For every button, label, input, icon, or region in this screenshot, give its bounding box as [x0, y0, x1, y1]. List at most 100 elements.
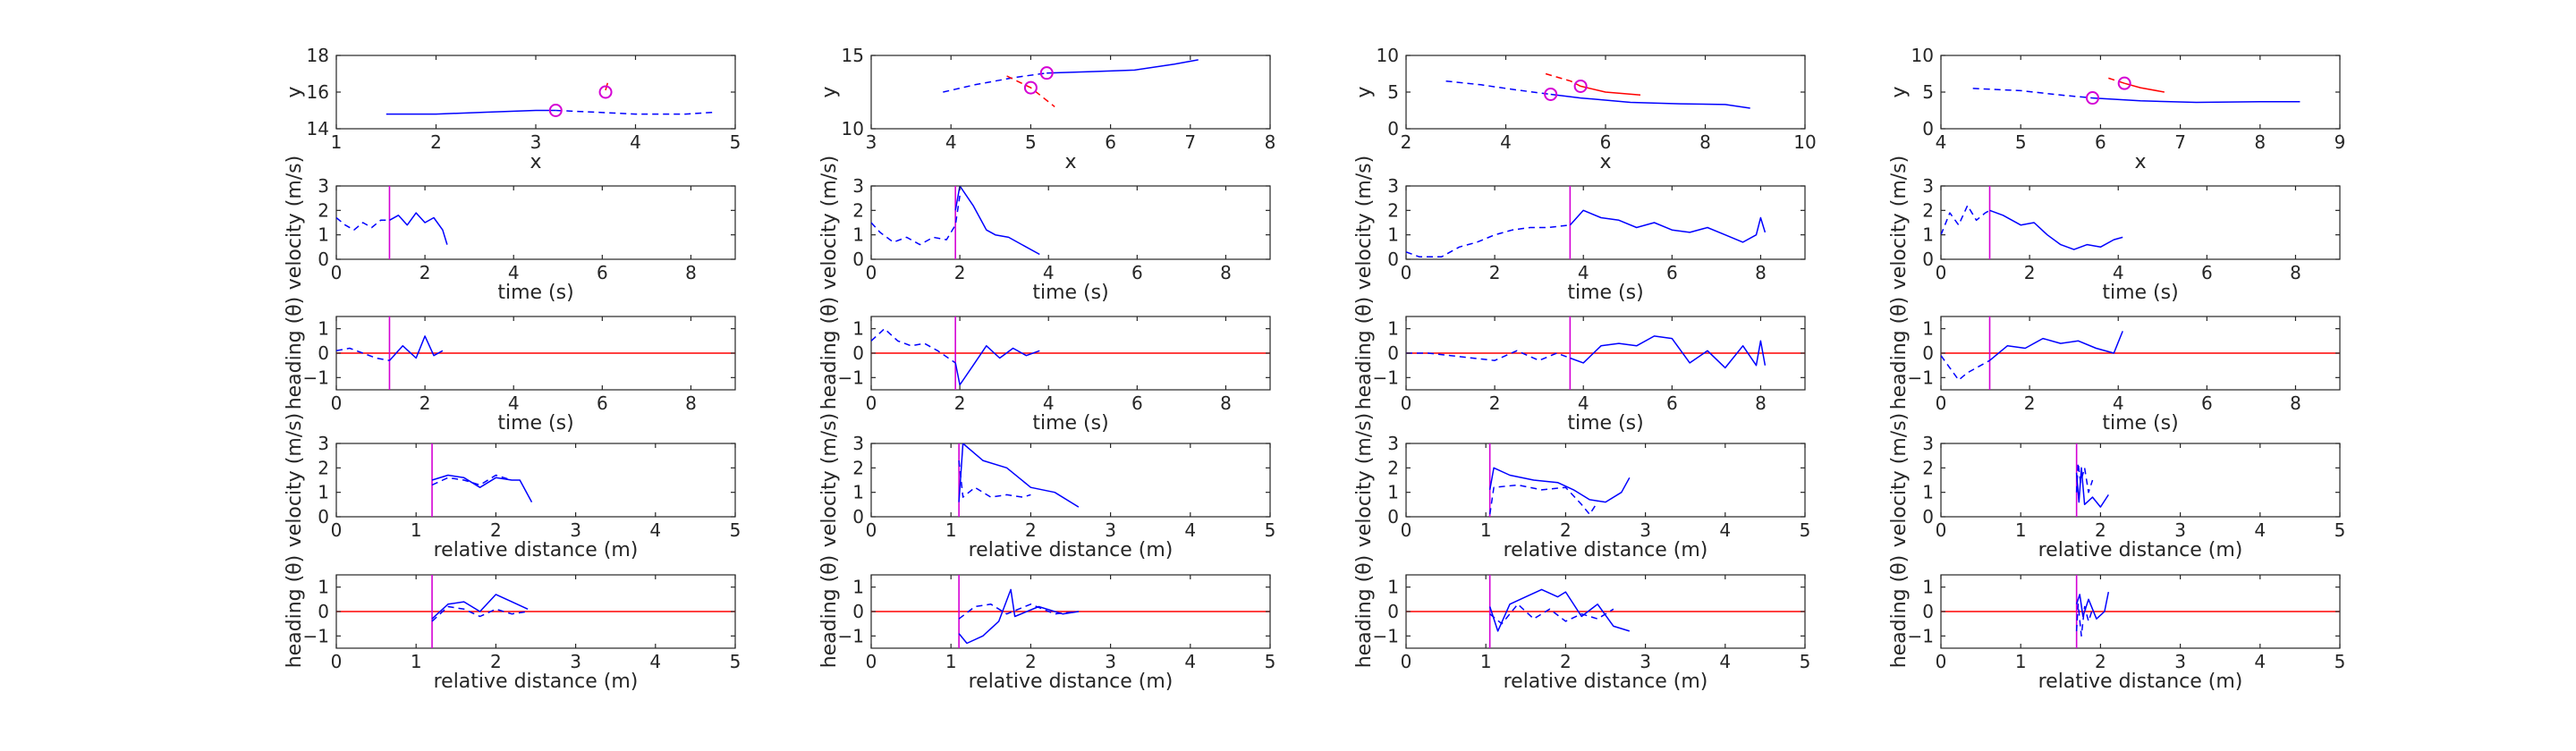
- x-tick-label: 2: [954, 392, 966, 414]
- x-axis-label: time (s): [2102, 282, 2178, 304]
- x-tick-label: 0: [331, 392, 343, 414]
- plot-area: [871, 316, 1270, 390]
- y-tick-label: 1: [318, 482, 329, 503]
- series-line-0: [1445, 80, 1551, 96]
- x-tick-label: 6: [597, 392, 608, 414]
- series-line-0: [958, 603, 1079, 620]
- x-axis-label: relative distance (m): [434, 671, 639, 693]
- axes-frame: [870, 185, 1271, 260]
- x-tick-label: 8: [1220, 392, 1232, 414]
- x-tick-label: 2: [1560, 651, 1572, 672]
- series-line-0: [1489, 603, 1614, 625]
- y-tick-label: −1: [303, 367, 329, 388]
- x-tick-label: 4: [2254, 519, 2266, 541]
- x-tick-label: 2: [419, 262, 431, 283]
- y-tick-label: 0: [1922, 342, 1934, 364]
- x-tick-label: 2: [1401, 131, 1412, 153]
- axes-frame: [335, 185, 736, 260]
- y-tick-label: 0: [1387, 506, 1399, 527]
- x-tick-label: 5: [2334, 651, 2346, 672]
- x-axis-label: relative distance (m): [2038, 539, 2243, 561]
- y-tick-label: 0: [1922, 506, 1934, 527]
- series-line-1: [1488, 588, 1631, 632]
- y-tick-label: 1: [318, 318, 329, 340]
- x-tick-label: 4: [1719, 651, 1731, 672]
- subplot-r0-c3: 4 5 6 7 8 9 0 5 10 x y: [1888, 45, 2345, 173]
- x-tick-label: 5: [1025, 131, 1037, 153]
- y-axis-label: velocity (m/s): [818, 413, 841, 547]
- x-tick-label: 0: [866, 651, 877, 672]
- series-line-1: [1570, 335, 1767, 369]
- x-axis-label: x: [2134, 151, 2146, 173]
- y-axis-label: y: [818, 86, 841, 97]
- y-tick-label: 0: [852, 249, 864, 270]
- x-axis-label: x: [530, 151, 541, 173]
- x-tick-label: 5: [1800, 519, 1811, 541]
- x-tick-label: 3: [530, 131, 542, 153]
- series-line-0: [871, 327, 956, 364]
- x-tick-label: 4: [1719, 519, 1731, 541]
- position-marker-1: [1573, 79, 1588, 93]
- y-tick-label: 0: [318, 601, 329, 622]
- x-tick-label: 4: [1578, 392, 1589, 414]
- x-tick-label: 8: [2290, 262, 2301, 283]
- y-tick-label: 1: [852, 318, 864, 340]
- x-tick-label: 6: [2201, 262, 2213, 283]
- x-axis-label: relative distance (m): [969, 539, 1174, 561]
- y-tick-label: 3: [852, 175, 864, 197]
- y-tick-label: 0: [318, 506, 329, 527]
- plot-area: [1406, 316, 1805, 390]
- series-line-1: [1989, 331, 2123, 361]
- y-tick-label: 0: [1387, 249, 1399, 270]
- y-tick-label: 1: [852, 224, 864, 246]
- y-tick-label: −1: [303, 625, 329, 646]
- axes-frame: [870, 443, 1271, 518]
- x-axis-label: time (s): [497, 412, 573, 435]
- series-line-0: [871, 195, 961, 246]
- y-axis-label: heading (θ): [818, 555, 841, 669]
- y-tick-label: 0: [852, 506, 864, 527]
- y-tick-label: 3: [1387, 433, 1399, 454]
- x-tick-label: 9: [2334, 131, 2346, 153]
- x-tick-label: 6: [2095, 131, 2106, 153]
- x-axis-label: relative distance (m): [434, 539, 639, 561]
- series-line-2: [1006, 75, 1055, 107]
- plot-area: [1941, 575, 2340, 648]
- y-tick-label: 1: [852, 577, 864, 598]
- x-tick-label: 2: [1489, 262, 1501, 283]
- x-tick-label: 8: [685, 262, 697, 283]
- series-line-1: [431, 474, 533, 502]
- x-tick-label: 5: [730, 651, 741, 672]
- x-tick-label: 4: [1184, 651, 1196, 672]
- x-tick-label: 4: [945, 131, 957, 153]
- x-tick-label: 8: [1755, 392, 1767, 414]
- y-tick-label: 3: [852, 433, 864, 454]
- plot-area: [2075, 443, 2109, 517]
- x-tick-label: 8: [2290, 392, 2301, 414]
- y-tick-label: −1: [838, 625, 864, 646]
- x-tick-label: 3: [1640, 519, 1651, 541]
- x-tick-label: 0: [1936, 392, 1947, 414]
- series-line-1: [1046, 59, 1199, 74]
- x-tick-label: 4: [1936, 131, 1947, 153]
- y-tick-label: 10: [1911, 45, 1934, 66]
- series-line-1: [954, 345, 1040, 386]
- x-tick-label: 0: [1936, 651, 1947, 672]
- x-tick-label: 6: [2201, 392, 2213, 414]
- series-line-0: [1941, 355, 1990, 381]
- y-axis-label: heading (θ): [1888, 297, 1911, 410]
- y-tick-label: 1: [1922, 482, 1934, 503]
- y-tick-label: 14: [307, 118, 329, 139]
- x-tick-label: 2: [2095, 651, 2106, 672]
- x-tick-label: 0: [1401, 392, 1412, 414]
- x-tick-label: 8: [1755, 262, 1767, 283]
- x-tick-label: 2: [490, 651, 502, 672]
- x-tick-label: 1: [331, 131, 343, 153]
- y-axis-label: velocity (m/s): [818, 156, 841, 290]
